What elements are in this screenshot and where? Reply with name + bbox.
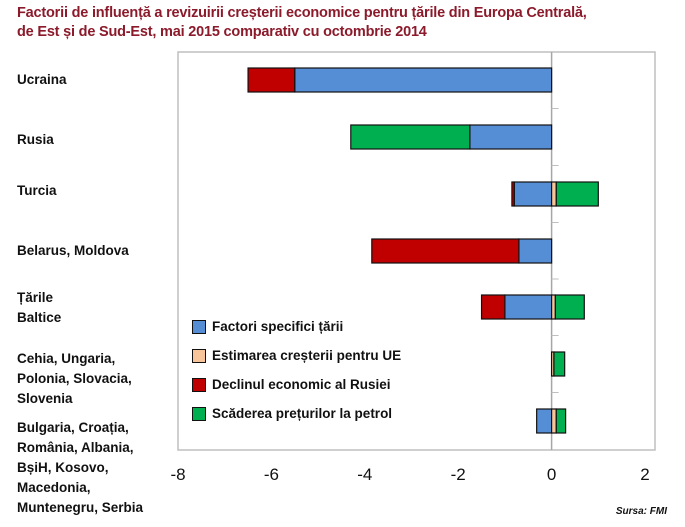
category-label: Belarus, Moldova	[17, 243, 129, 258]
bar-segment	[469, 124, 553, 150]
bar-segment	[550, 408, 557, 434]
legend-swatch-icon	[192, 406, 206, 421]
legend-label: Estimarea creșterii pentru UE	[212, 348, 402, 363]
bar-segment	[518, 238, 553, 264]
bar-segment	[371, 238, 520, 264]
bar-segment	[294, 67, 553, 93]
bar-segment	[555, 181, 599, 207]
legend-label: Factori specifici țării	[212, 319, 344, 334]
x-tick-label: 2	[640, 465, 650, 484]
bar-segment	[350, 124, 471, 150]
category-label: Cehia, Ungaria, Polonia, Slovacia, Slove…	[17, 351, 132, 406]
bar-segment	[247, 67, 296, 93]
legend-swatch-icon	[192, 348, 206, 363]
source-note: Sursa: FMI	[615, 506, 667, 517]
legend-item: Scăderea prețurilor la petrol	[192, 399, 401, 428]
legend-swatch-icon	[192, 377, 206, 392]
legend-label: Scăderea prețurilor la petrol	[212, 406, 393, 421]
legend-swatch-icon	[192, 319, 206, 334]
x-tick-label: -8	[170, 465, 186, 484]
category-label: Turcia	[17, 183, 57, 198]
bar-segment	[550, 181, 557, 207]
category-label: Ucraina	[17, 72, 67, 87]
category-label: Rusia	[17, 132, 54, 147]
bar-segment	[511, 181, 515, 207]
x-tick-label: -4	[357, 465, 373, 484]
category-label: Bulgaria, Croația, România, Albania, Bși…	[17, 420, 144, 515]
x-tick-label: -2	[450, 465, 466, 484]
title-line-2: de Est și de Sud-Est, mai 2015 comparati…	[17, 24, 427, 40]
chart-title: Factorii de influență a revizuirii creșt…	[17, 4, 587, 42]
legend-item: Estimarea creșterii pentru UE	[192, 341, 401, 370]
bar-segment	[536, 408, 553, 434]
title-line-1: Factorii de influență a revizuirii creșt…	[17, 5, 587, 21]
bar-segment	[504, 294, 553, 320]
bar-segment	[513, 181, 553, 207]
plot-frame	[177, 51, 656, 451]
category-label: Țările Baltice	[17, 290, 62, 325]
legend: Factori specifici țării Estimarea creșter…	[192, 312, 401, 428]
x-tick-label: -6	[263, 465, 279, 484]
legend-item: Factori specifici țării	[192, 312, 401, 341]
bar-segment	[480, 294, 506, 320]
bar-segment	[554, 294, 585, 320]
legend-item: Declinul economic al Rusiei	[192, 370, 401, 399]
bar-segment	[553, 351, 566, 377]
x-tick-label: 0	[546, 465, 557, 484]
legend-label: Declinul economic al Rusiei	[212, 377, 391, 392]
bar-segment	[555, 408, 567, 434]
